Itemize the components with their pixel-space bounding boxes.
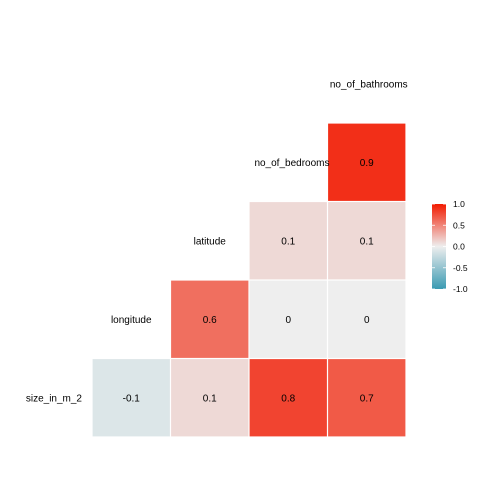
cell-value-no-of-bathrooms-size-in-m-2: 0.7	[360, 393, 374, 404]
var-label-no-of-bathrooms: no_of_bathrooms	[330, 79, 408, 90]
cell-longitude-size-in-m-2	[92, 359, 170, 437]
heatmap-cells: -0.1 0.1 0.6 0.8 0 0.1 0.7 0 0.1 0.9	[92, 123, 406, 437]
var-label-no-of-bedrooms: no_of_bedrooms	[254, 158, 329, 169]
cell-no-of-bedrooms-longitude	[249, 280, 327, 358]
variable-labels: size_in_m_2 longitude latitude no_of_bedroo…	[26, 79, 408, 404]
cell-value-no-of-bathrooms-no-of-bedrooms: 0.9	[360, 158, 374, 169]
cell-no-of-bathrooms-longitude	[328, 280, 406, 358]
cell-no-of-bathrooms-latitude	[328, 202, 406, 280]
legend-tick-label: 1.0	[453, 199, 465, 209]
cell-value-no-of-bedrooms-longitude: 0	[285, 315, 291, 326]
cell-no-of-bedrooms-latitude	[249, 202, 327, 280]
cell-value-no-of-bathrooms-latitude: 0.1	[360, 236, 374, 247]
cell-value-no-of-bedrooms-latitude: 0.1	[281, 236, 295, 247]
var-label-size-in-m-2: size_in_m_2	[26, 393, 83, 404]
cell-latitude-size-in-m-2	[171, 359, 249, 437]
legend-tick-label: -0.5	[453, 263, 468, 273]
cell-value-latitude-size-in-m-2: 0.1	[203, 393, 217, 404]
legend-tick-label: 0.5	[453, 220, 465, 230]
legend-tick-label: 0.0	[453, 242, 465, 252]
cell-value-longitude-size-in-m-2: -0.1	[123, 393, 141, 404]
cell-no-of-bathrooms-no-of-bedrooms	[328, 123, 406, 201]
cell-no-of-bathrooms-size-in-m-2	[328, 359, 406, 437]
cell-value-latitude-longitude: 0.6	[203, 315, 217, 326]
cell-value-no-of-bedrooms-size-in-m-2: 0.8	[281, 393, 295, 404]
var-label-longitude: longitude	[111, 315, 152, 326]
color-legend: 1.0 0.5 0.0 -0.5 -1.0	[432, 199, 468, 294]
legend-colorbar	[432, 204, 446, 289]
var-label-latitude: latitude	[194, 236, 227, 247]
cell-no-of-bedrooms-size-in-m-2	[249, 359, 327, 437]
legend-tick-label: -1.0	[453, 284, 468, 294]
cell-latitude-longitude	[171, 280, 249, 358]
cell-value-no-of-bathrooms-longitude: 0	[364, 315, 370, 326]
